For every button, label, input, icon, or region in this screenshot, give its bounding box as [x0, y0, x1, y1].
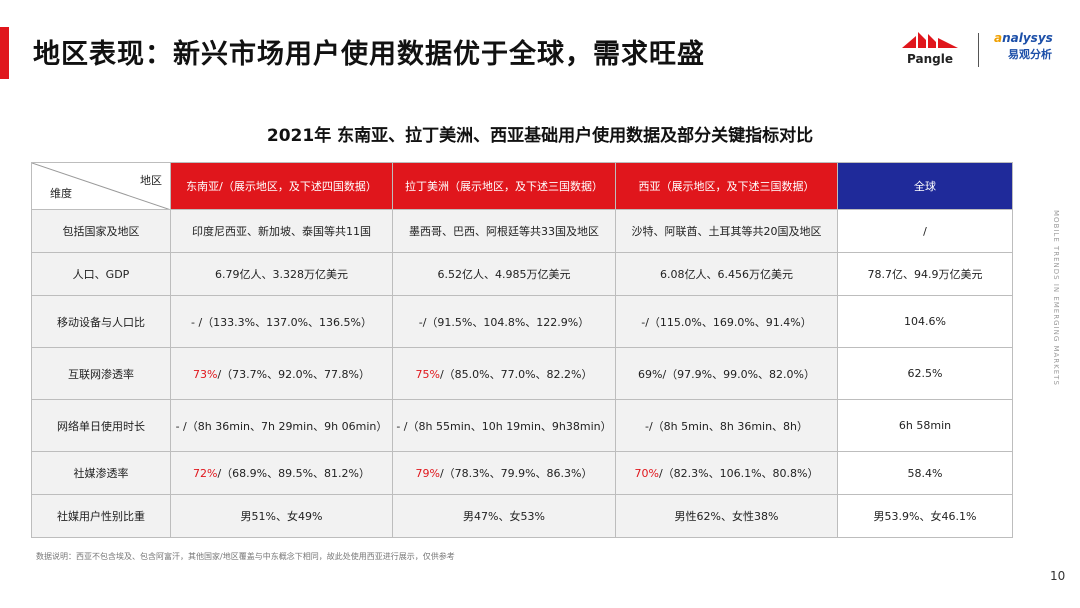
table-row: 互联网渗透率 73%/（73.7%、92.0%、77.8%） 75%/（85.0…: [31, 347, 1013, 400]
row-label: 社媒用户性别比重: [31, 494, 171, 538]
side-vertical-text: MOBILE TRENDS IN EMERGING MARKETS: [1052, 210, 1060, 386]
cell-wa: 6.08亿人、6.456万亿美元: [615, 252, 838, 296]
row-label: 包括国家及地区: [31, 209, 171, 253]
cell-sea: 男51%、女49%: [170, 494, 393, 538]
cell-global: 78.7亿、94.9万亿美元: [837, 252, 1013, 296]
header-latin-america: 拉丁美洲（展示地区，及下述三国数据）: [392, 162, 616, 210]
page-number: 10: [1050, 569, 1066, 583]
row-label: 人口、GDP: [31, 252, 171, 296]
cell-wa: 男性62%、女性38%: [615, 494, 838, 538]
cell-wa: -/（8h 5min、8h 36min、8h）: [615, 399, 838, 452]
pangle-wordmark: Pangle: [907, 52, 953, 66]
table-row: 网络单日使用时长 - /（8h 36min、7h 29min、9h 06min）…: [31, 399, 1013, 452]
row-label: 社媒渗透率: [31, 451, 171, 495]
table-title: 2021年 东南亚、拉丁美洲、西亚基础用户使用数据及部分关键指标对比: [266, 126, 814, 146]
table-row: 包括国家及地区 印度尼西亚、新加坡、泰国等共11国 墨西哥、巴西、阿根廷等共33…: [31, 209, 1013, 253]
highlight-value: 73%: [193, 367, 218, 381]
cell-la: 6.52亿人、4.985万亿美元: [392, 252, 616, 296]
cell-global: 104.6%: [837, 295, 1013, 348]
cell-la: 男47%、女53%: [392, 494, 616, 538]
footnote: 数据说明：西亚不包含埃及、包含阿富汗，其他国家/地区覆盖与中东概念下相同，故此处…: [36, 552, 455, 561]
analysys-logo: analysys 易观分析: [994, 31, 1074, 69]
cell-global: 62.5%: [837, 347, 1013, 400]
diagonal-divider: [32, 163, 169, 209]
table-header-row: 地区 维度 东南亚/（展示地区，及下述四国数据） 拉丁美洲（展示地区，及下述三国…: [31, 162, 1013, 210]
slide-title: 地区表现：新兴市场用户使用数据优于全球，需求旺盛: [33, 39, 705, 70]
cell-la: 墨西哥、巴西、阿根廷等共33国及地区: [392, 209, 616, 253]
table-row: 社媒渗透率 72%/（68.9%、89.5%、81.2%） 79%/（78.3%…: [31, 451, 1013, 495]
logo-separator: [978, 33, 979, 67]
cell-wa: 69%/（97.9%、99.0%、82.0%）: [615, 347, 838, 400]
header-west-asia: 西亚（展示地区，及下述三国数据）: [615, 162, 838, 210]
analysys-cn-name: 易观分析: [1008, 48, 1052, 61]
cell-global: 58.4%: [837, 451, 1013, 495]
title-accent-bar: [0, 27, 9, 79]
cell-sea: 72%/（68.9%、89.5%、81.2%）: [170, 451, 393, 495]
cell-la: -/（91.5%、104.8%、122.9%）: [392, 295, 616, 348]
cell-sea: - /（133.3%、137.0%、136.5%）: [170, 295, 393, 348]
cell-la: 75%/（85.0%、77.0%、82.2%）: [392, 347, 616, 400]
row-label: 网络单日使用时长: [31, 399, 171, 452]
table-row: 移动设备与人口比 - /（133.3%、137.0%、136.5%） -/（91…: [31, 295, 1013, 348]
highlight-value: 70%: [634, 467, 659, 480]
corner-cell: 地区 维度: [31, 162, 171, 210]
cell-la: - /（8h 55min、10h 19min、9h38min）: [392, 399, 616, 452]
comparison-table: 地区 维度 东南亚/（展示地区，及下述四国数据） 拉丁美洲（展示地区，及下述三国…: [31, 162, 1013, 538]
header-southeast-asia: 东南亚/（展示地区，及下述四国数据）: [170, 162, 393, 210]
analysys-wordmark: analysys: [994, 31, 1053, 45]
table-row: 人口、GDP 6.79亿人、3.328万亿美元 6.52亿人、4.985万亿美元…: [31, 252, 1013, 296]
pangle-mark-icon: [902, 32, 958, 48]
row-label: 互联网渗透率: [31, 347, 171, 400]
row-label: 移动设备与人口比: [31, 295, 171, 348]
highlight-value: 75%: [415, 367, 440, 381]
cell-sea: 6.79亿人、3.328万亿美元: [170, 252, 393, 296]
cell-sea: - /（8h 36min、7h 29min、9h 06min）: [170, 399, 393, 452]
cell-global: 男53.9%、女46.1%: [837, 494, 1013, 538]
corner-label-dimension: 维度: [50, 187, 72, 200]
header-global: 全球: [837, 162, 1013, 210]
cell-wa: -/（115.0%、169.0%、91.4%）: [615, 295, 838, 348]
corner-label-region: 地区: [140, 174, 162, 187]
highlight-value: 72%: [193, 467, 218, 480]
cell-global: 6h 58min: [837, 399, 1013, 452]
highlight-value: 79%: [415, 467, 440, 480]
table-row: 社媒用户性别比重 男51%、女49% 男47%、女53% 男性62%、女性38%…: [31, 494, 1013, 538]
cell-wa: 沙特、阿联酋、土耳其等共20国及地区: [615, 209, 838, 253]
pangle-logo: Pangle: [900, 30, 962, 70]
cell-sea: 印度尼西亚、新加坡、泰国等共11国: [170, 209, 393, 253]
cell-sea: 73%/（73.7%、92.0%、77.8%）: [170, 347, 393, 400]
cell-wa: 70%/（82.3%、106.1%、80.8%）: [615, 451, 838, 495]
cell-la: 79%/（78.3%、79.9%、86.3%）: [392, 451, 616, 495]
cell-global: /: [837, 209, 1013, 253]
